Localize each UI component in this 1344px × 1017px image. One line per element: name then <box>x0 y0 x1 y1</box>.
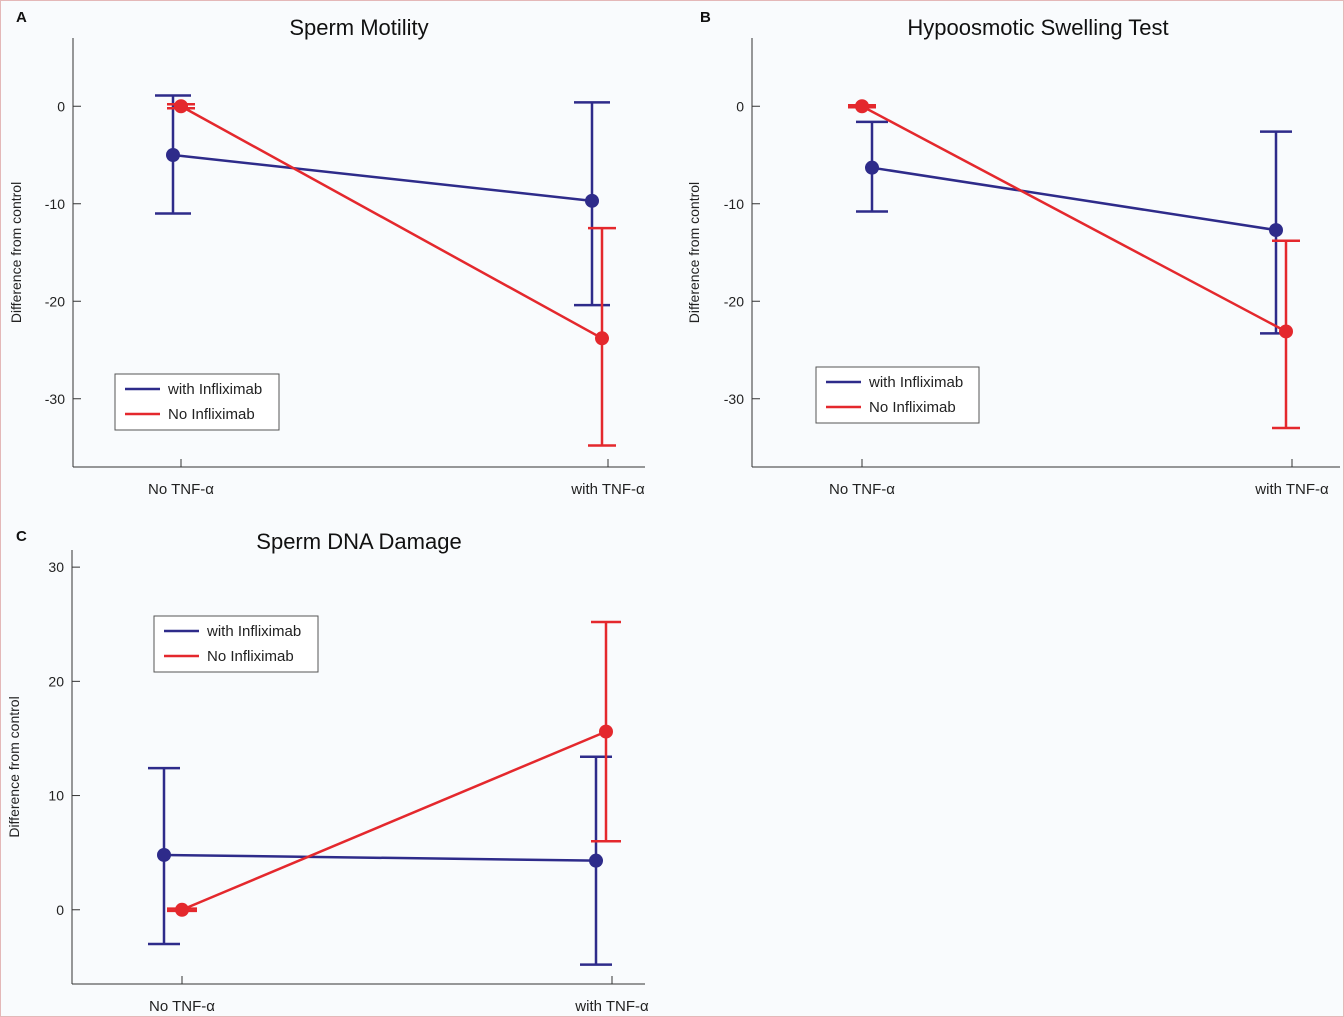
data-point-with-infliximab <box>1269 223 1283 238</box>
legend-box <box>114 373 280 431</box>
series-line-no-infliximab <box>861 105 1287 333</box>
legend: with Infliximab No Infliximab <box>153 615 319 673</box>
panel-letter: C <box>16 528 27 545</box>
y-tick-label: 10 <box>48 788 64 804</box>
series-line-no-infliximab <box>181 730 607 911</box>
y-tick-label: -30 <box>45 391 65 407</box>
chart-title: Sperm DNA Damage <box>256 529 461 554</box>
data-point-no-infliximab <box>855 99 869 114</box>
chart-title: Hypoosmotic Swelling Test <box>907 15 1168 40</box>
legend: with Infliximab No Infliximab <box>114 373 280 431</box>
series-line-with-infliximab <box>172 153 593 203</box>
data-point-with-infliximab <box>585 193 599 208</box>
data-point-no-infliximab <box>174 99 188 114</box>
y-tick-label: -10 <box>724 196 744 212</box>
y-axis-label: Difference from control <box>6 696 22 837</box>
data-point-no-infliximab <box>599 724 613 739</box>
legend-box <box>815 366 980 424</box>
legend-entry: No Infliximab <box>869 399 956 416</box>
legend-entry: No Infliximab <box>207 648 294 665</box>
x-category-label: No TNF-α <box>829 481 895 498</box>
y-axis-label: Difference from control <box>686 182 702 323</box>
legend-entry: with Infliximab <box>868 374 963 391</box>
legend-entry: with Infliximab <box>206 623 301 640</box>
x-category-label: No TNF-α <box>148 481 214 498</box>
y-tick-label: -20 <box>45 293 65 309</box>
y-tick-label: 30 <box>48 559 64 575</box>
data-point-no-infliximab <box>175 902 189 917</box>
data-point-no-infliximab <box>595 331 609 346</box>
series-line-with-infliximab <box>871 166 1277 232</box>
x-category-label: No TNF-α <box>149 998 215 1015</box>
x-category-label: with TNF-α <box>1254 481 1329 498</box>
chart-title: Sperm Motility <box>289 15 428 40</box>
chart-panel-c: C Sperm DNA Damage 30 20 10 0 No TNF-α with TNF… <box>6 528 649 1015</box>
x-category-label: with TNF-α <box>574 998 649 1015</box>
y-tick-label: -30 <box>724 391 744 407</box>
data-point-with-infliximab <box>166 148 180 162</box>
y-tick-label: 0 <box>57 98 65 114</box>
data-point-with-infliximab <box>865 160 879 175</box>
chart-panel-a: A Sperm Motility 0 -10 -20 -30 No TNF-α with TN… <box>8 9 645 498</box>
y-tick-label: -20 <box>724 293 744 309</box>
data-point-with-infliximab <box>157 847 171 862</box>
chart-panel-b: B Hypoosmotic Swelling Test 0 -10 -20 -30 No T… <box>686 9 1340 498</box>
legend-box <box>153 615 319 673</box>
y-tick-label: -10 <box>45 196 65 212</box>
data-point-with-infliximab <box>589 853 603 868</box>
data-point-no-infliximab <box>1279 324 1293 339</box>
legend-entry: No Infliximab <box>168 406 255 423</box>
y-axis-label: Difference from control <box>8 182 24 323</box>
x-category-label: with TNF-α <box>570 481 645 498</box>
legend-entry: with Infliximab <box>167 381 262 398</box>
y-tick-label: 0 <box>56 902 64 918</box>
series-line-no-infliximab <box>180 105 603 340</box>
legend: with Infliximab No Infliximab <box>815 366 980 424</box>
panel-letter: B <box>700 9 711 26</box>
panel-letter: A <box>16 9 27 26</box>
y-tick-label: 20 <box>48 673 64 689</box>
y-tick-label: 0 <box>736 98 744 114</box>
series-line-with-infliximab <box>163 853 597 862</box>
